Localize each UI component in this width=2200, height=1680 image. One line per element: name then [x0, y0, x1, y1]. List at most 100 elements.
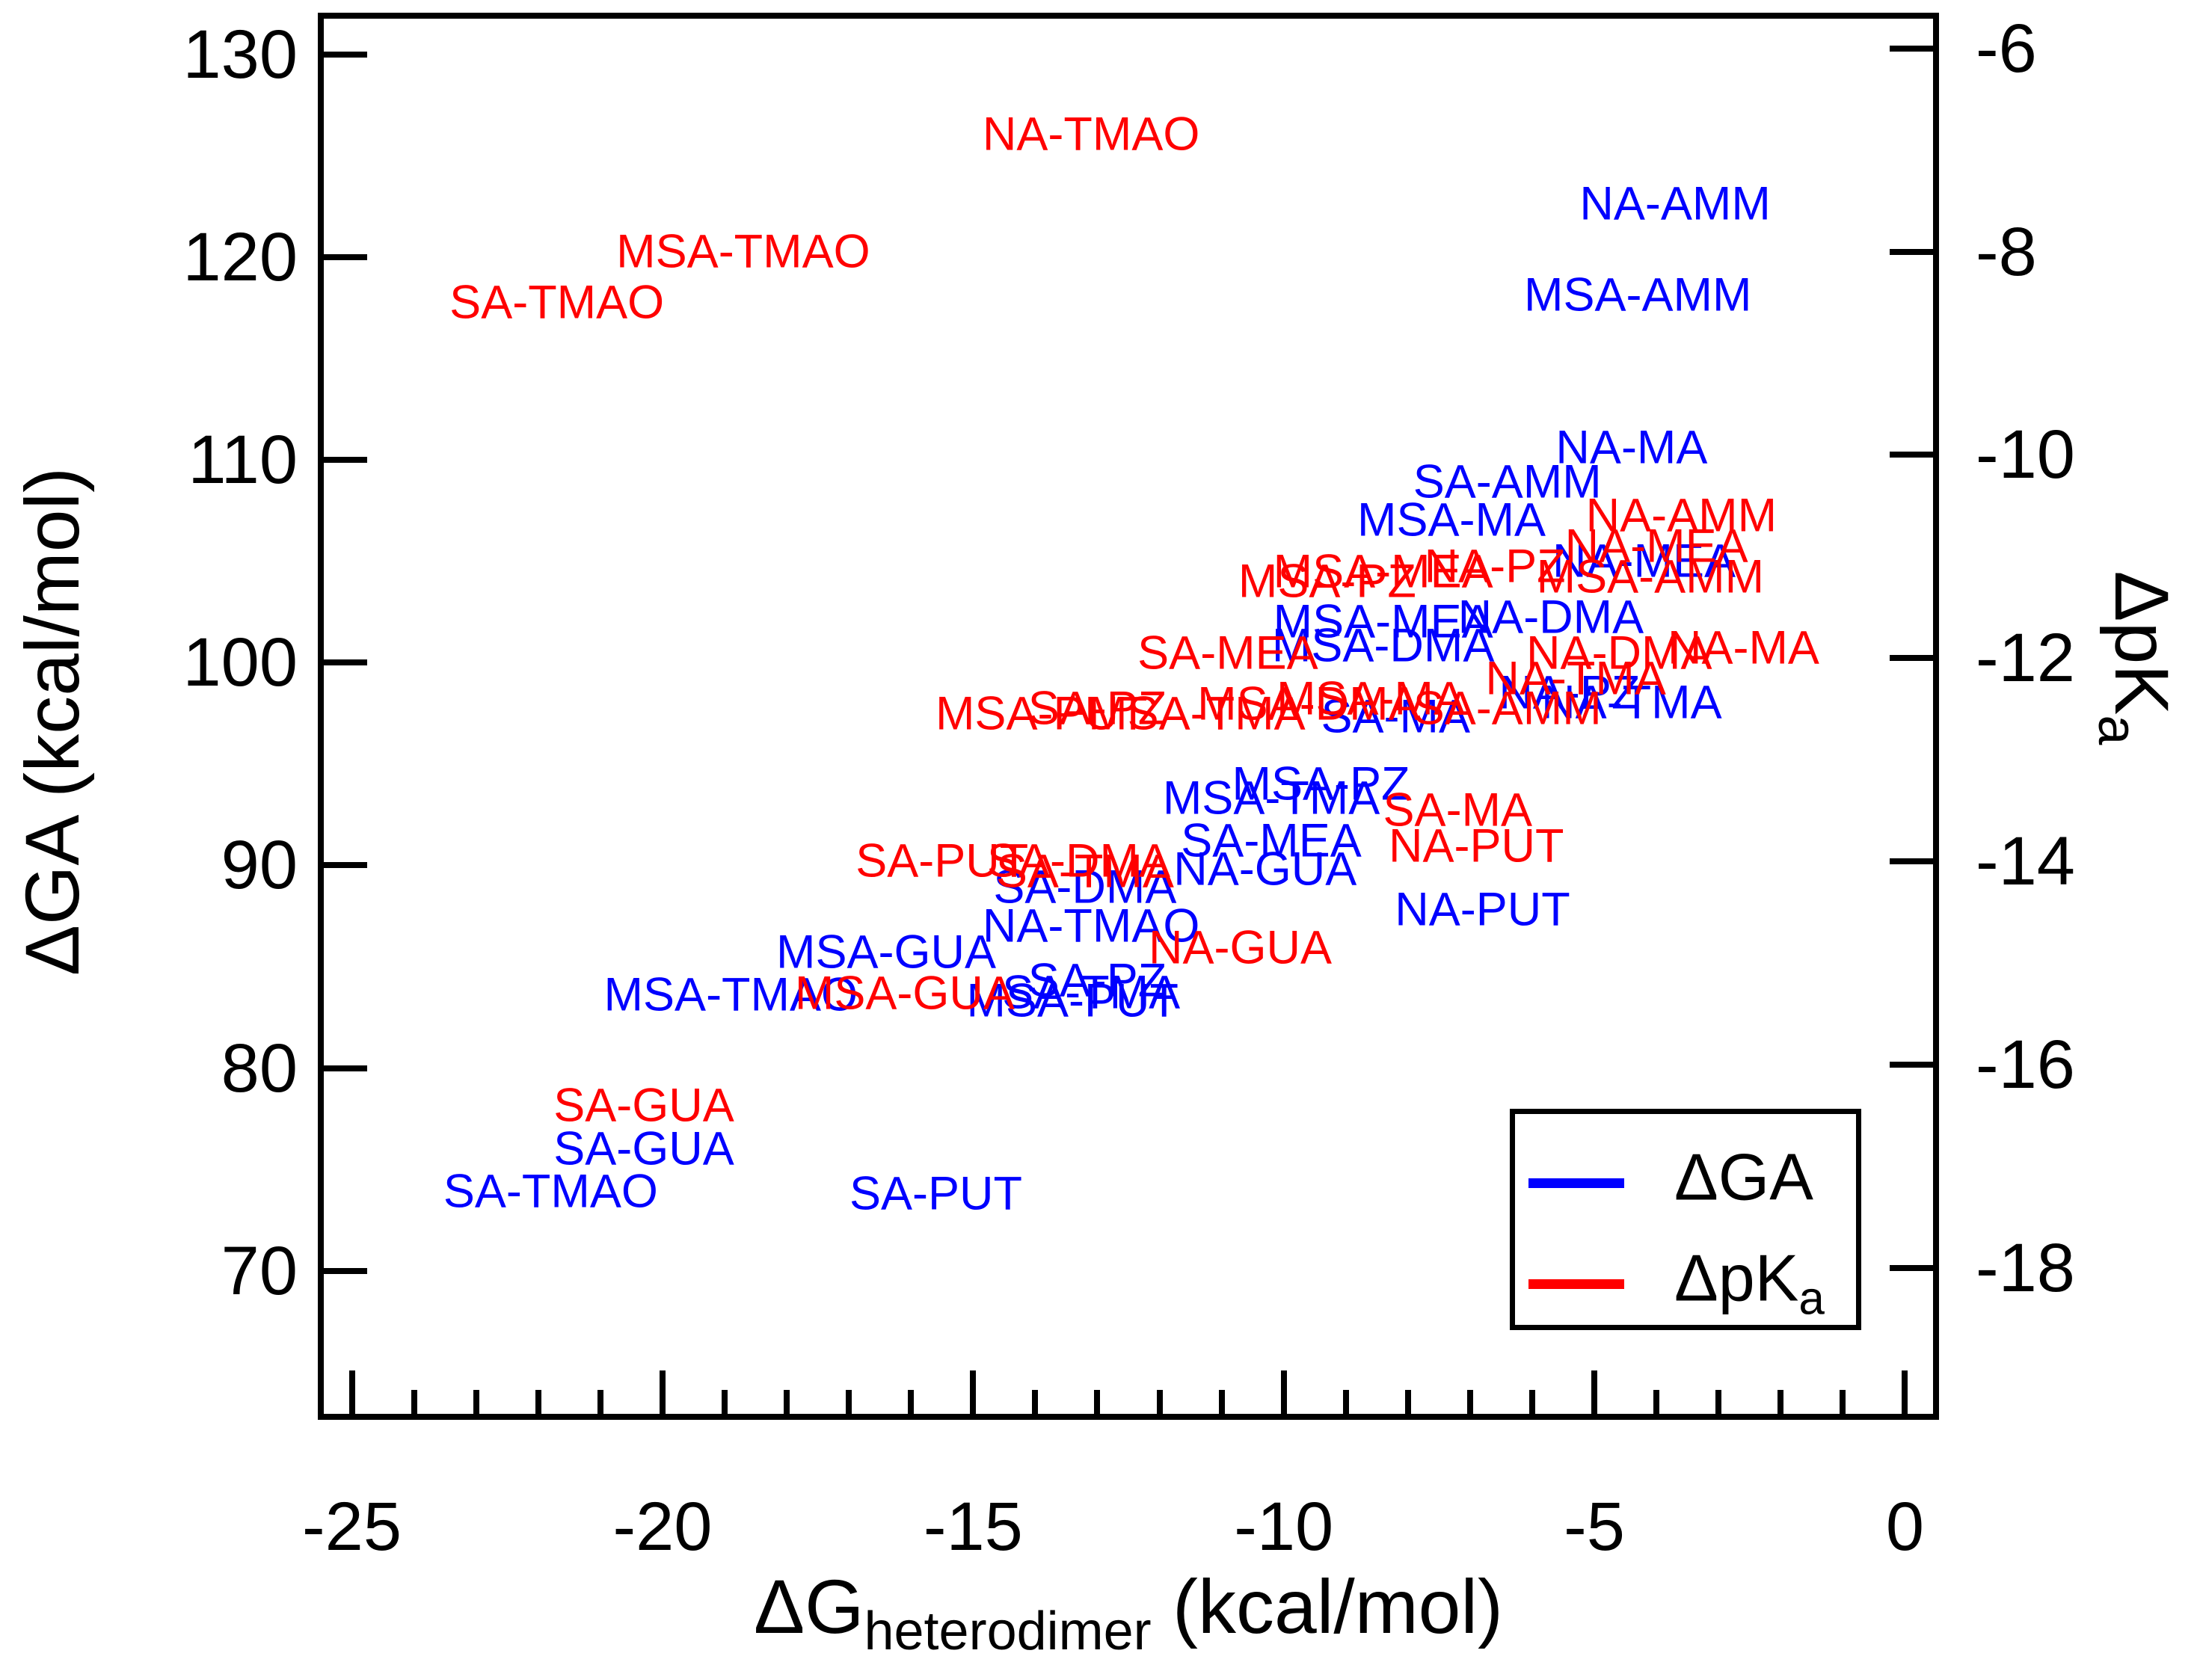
y-right-major-tick — [1890, 1265, 1936, 1272]
y-right-tick-label: -14 — [1976, 823, 2075, 900]
point-label-ga-msa-mea: MSA-MEA — [1273, 595, 1493, 648]
y-right-major-tick — [1890, 655, 1936, 662]
y-right-axis-title-subscript: a — [2087, 715, 2147, 745]
y-right-axis-title: ΔpKa — [2087, 571, 2184, 745]
y-right-major-tick — [1890, 248, 1936, 255]
y-left-tick-label: 80 — [221, 1030, 298, 1107]
point-label-ga-na-gua: NA-GUA — [1173, 843, 1357, 896]
y-left-major-tick — [321, 1267, 367, 1274]
point-label-pka-sa-pz: SA-PZ — [1027, 682, 1167, 735]
point-label-ga-msa-tma: MSA-TMA — [1162, 772, 1380, 825]
x-minor-tick — [1529, 1390, 1535, 1417]
point-label-pka-na-dma: NA-DMA — [1526, 627, 1712, 680]
legend-box: ΔGA ΔpKa — [1510, 1109, 1861, 1330]
y-left-axis-title-text: ΔGA (kcal/mol) — [10, 467, 95, 976]
y-left-major-tick — [321, 1065, 367, 1071]
point-label-pka-sa-ma: SA-MA — [1383, 784, 1533, 837]
x-minor-tick — [535, 1390, 541, 1417]
y-left-major-tick — [321, 51, 367, 58]
point-label-ga-sa-put: SA-PUT — [849, 1167, 1022, 1220]
point-label-pka-sa-put: SA-PUT — [855, 834, 1029, 887]
legend-label-ga-text: ΔGA — [1674, 1139, 1813, 1214]
legend-label-ga: ΔGA — [1674, 1144, 1813, 1222]
point-label-pka-na-put: NA-PUT — [1388, 819, 1564, 873]
x-major-tick — [659, 1370, 666, 1417]
y-left-tick-label: 120 — [182, 218, 298, 295]
y-left-tick-label: 130 — [182, 16, 298, 93]
y-right-major-tick — [1890, 452, 1936, 458]
y-left-major-tick — [321, 862, 367, 869]
point-label-pka-msa-tmao: MSA-TMAO — [616, 225, 870, 277]
y-right-axis-title-main: ΔpK — [2099, 570, 2184, 716]
y-right-major-tick — [1890, 45, 1936, 52]
y-left-tick-label: 70 — [221, 1232, 298, 1309]
point-label-ga-na-pz: NA-PZ — [1499, 666, 1641, 719]
y-right-tick-label: -8 — [1976, 213, 2037, 290]
point-label-pka-msa-amm: MSA-AMM — [1536, 550, 1765, 603]
point-label-pka-sa-dma: SA-DMA — [987, 834, 1171, 887]
y-right-tick-label: -16 — [1976, 1027, 2075, 1104]
y-right-major-tick — [1890, 858, 1936, 865]
legend-label-pka-sub: a — [1798, 1273, 1825, 1325]
point-label-ga-na-tma: NA-TMA — [1541, 676, 1722, 729]
x-major-tick — [1591, 1370, 1598, 1417]
x-tick-label: -25 — [302, 1489, 402, 1565]
y-right-major-tick — [1890, 1062, 1936, 1068]
x-minor-tick — [1715, 1390, 1722, 1417]
point-label-ga-sa-amm: SA-AMM — [1413, 455, 1602, 508]
x-major-tick — [970, 1370, 977, 1417]
x-minor-tick — [846, 1390, 852, 1417]
x-minor-tick — [411, 1390, 417, 1417]
point-label-ga-sa-mea: SA-MEA — [1181, 814, 1362, 867]
y-left-major-tick — [321, 253, 367, 260]
y-right-tick-label: -10 — [1976, 416, 2075, 493]
x-tick-label: 0 — [1885, 1489, 1925, 1565]
y-left-tick-label: 100 — [182, 624, 298, 701]
point-label-ga-msa-gua: MSA-GUA — [775, 926, 997, 979]
x-minor-tick — [1032, 1390, 1039, 1417]
x-minor-tick — [784, 1390, 790, 1417]
x-minor-tick — [1466, 1390, 1473, 1417]
y-right-tick-label: -18 — [1976, 1230, 2075, 1307]
point-label-pka-sa-gua: SA-GUA — [553, 1079, 734, 1132]
y-left-major-tick — [321, 456, 367, 463]
point-label-ga-na-mea: NA-MEA — [1552, 535, 1736, 588]
point-label-ga-na-tmao: NA-TMAO — [982, 899, 1200, 953]
x-minor-tick — [1218, 1390, 1225, 1417]
point-label-ga-sa-gua: SA-GUA — [553, 1122, 734, 1175]
point-label-pka-msa-mea: MSA-MEA — [1273, 545, 1493, 598]
point-label-pka-msa-put: MSA-PUT — [935, 687, 1148, 740]
point-label-ga-msa-put: MSA-PUT — [966, 974, 1179, 1027]
y-left-tick-label: 110 — [188, 421, 298, 498]
x-minor-tick — [908, 1390, 915, 1417]
x-axis-title-subscript: heterodimer — [864, 1601, 1152, 1661]
y-left-tick-label: 90 — [221, 827, 298, 904]
point-label-pka-sa-amm: SA-AMM — [1413, 682, 1602, 735]
point-label-pka-na-pz: NA-PZ — [1424, 540, 1566, 593]
y-right-tick-label: -12 — [1976, 620, 2075, 697]
y-left-axis-title: ΔGA (kcal/mol) — [10, 467, 95, 976]
x-major-tick — [1280, 1370, 1287, 1417]
point-label-ga-na-ma: NA-MA — [1555, 421, 1708, 474]
x-tick-label: -10 — [1234, 1489, 1334, 1565]
point-label-pka-na-amm: NA-AMM — [1585, 489, 1777, 542]
point-label-ga-sa-tma: SA-TMA — [1002, 966, 1181, 1019]
point-label-ga-sa-ma: SA-MA — [1321, 690, 1470, 743]
x-axis-title-units: (kcal/mol) — [1151, 1564, 1504, 1649]
legend-swatch-pka — [1528, 1279, 1624, 1289]
x-minor-tick — [1653, 1390, 1660, 1417]
point-label-pka-na-tma: NA-TMA — [1485, 652, 1666, 705]
point-label-pka-msa-ma: MSA-MA — [1276, 672, 1465, 725]
legend-label-pka-text: ΔpK — [1674, 1240, 1799, 1315]
x-major-tick — [1902, 1370, 1908, 1417]
point-label-pka-msa-pz: MSA-PZ — [1238, 555, 1416, 608]
point-label-pka-sa-tmao: SA-TMAO — [449, 276, 665, 328]
point-label-ga-msa-dma: MSA-DMA — [1271, 619, 1495, 672]
point-label-ga-msa-tmao: MSA-TMAO — [603, 968, 858, 1021]
x-minor-tick — [473, 1390, 479, 1417]
x-minor-tick — [1840, 1390, 1846, 1417]
x-axis-title-main: ΔG — [753, 1564, 864, 1649]
point-label-ga-na-put: NA-PUT — [1395, 883, 1570, 936]
point-label-ga-msa-amm: MSA-AMM — [1523, 268, 1752, 321]
